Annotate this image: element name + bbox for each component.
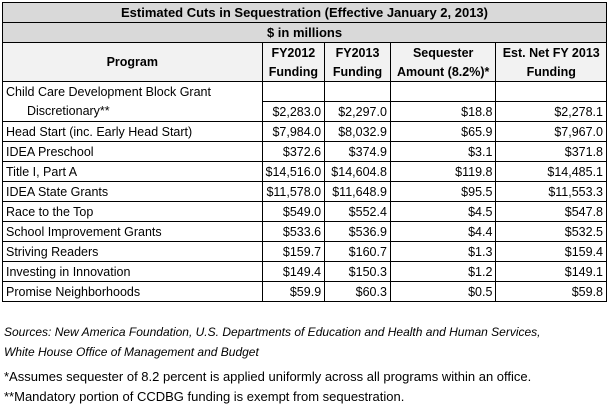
program-name: Investing in Innovation <box>2 261 263 282</box>
header-net-line2: Funding <box>495 62 607 82</box>
sequester-value: $65.9 <box>389 121 497 142</box>
fy2013-value: $11,648.9 <box>324 181 391 202</box>
sources-note: Sources: New America Foundation, U.S. De… <box>4 322 541 362</box>
fy2012-value: $149.4 <box>261 261 326 282</box>
sequester-value: $119.8 <box>389 161 497 182</box>
fy2012-value: $2,283.0 <box>261 101 326 122</box>
net-value: $7,967.0 <box>495 121 607 142</box>
table-subtitle: $ in millions <box>2 22 607 43</box>
sequester-value: $0.5 <box>389 281 497 302</box>
program-name: IDEA State Grants <box>2 181 263 202</box>
fy2012-value: $11,578.0 <box>261 181 326 202</box>
fy2012-value: $14,516.0 <box>261 161 326 182</box>
sequester-value: $95.5 <box>389 181 497 202</box>
fy2013-value: $374.9 <box>324 141 391 162</box>
table-row: Child Care Development Block Grant <box>2 81 607 102</box>
table-row: Striving Readers $159.7 $160.7 $1.3 $159… <box>2 241 607 262</box>
fy2013-value: $552.4 <box>324 201 391 222</box>
fy2012-value: $7,984.0 <box>261 121 326 142</box>
table-row: Discretionary** $2,283.0 $2,297.0 $18.8 … <box>2 101 607 122</box>
fy2012-value <box>261 81 326 102</box>
fy2012-value: $59.9 <box>261 281 326 302</box>
program-name: Promise Neighborhoods <box>2 281 263 302</box>
table-row: Promise Neighborhoods $59.9 $60.3 $0.5 $… <box>2 281 607 302</box>
sequester-value <box>389 81 497 102</box>
table-row: Investing in Innovation $149.4 $150.3 $1… <box>2 261 607 282</box>
net-value: $2,278.1 <box>495 101 607 122</box>
header-program: Program <box>2 42 263 82</box>
footnote-sequester: *Assumes sequester of 8.2 percent is app… <box>4 369 532 384</box>
sequester-value: $4.5 <box>389 201 497 222</box>
fy2012-value: $549.0 <box>261 201 326 222</box>
sequestration-table: Estimated Cuts in Sequestration (Effecti… <box>2 2 607 302</box>
header-fy2012-line2: Funding <box>261 62 326 82</box>
net-value: $371.8 <box>495 141 607 162</box>
sequester-value: $1.2 <box>389 261 497 282</box>
header-fy2013-line2: Funding <box>324 62 391 82</box>
table-row: Race to the Top $549.0 $552.4 $4.5 $547.… <box>2 201 607 222</box>
fy2013-value: $8,032.9 <box>324 121 391 142</box>
net-value: $11,553.3 <box>495 181 607 202</box>
sequester-value: $1.3 <box>389 241 497 262</box>
fy2013-value: $150.3 <box>324 261 391 282</box>
fy2013-value: $2,297.0 <box>324 101 391 122</box>
net-value: $14,485.1 <box>495 161 607 182</box>
header-sequester-line2: Amount (8.2%)* <box>389 62 497 82</box>
program-name: Child Care Development Block Grant <box>2 81 263 102</box>
fy2013-value: $14,604.8 <box>324 161 391 182</box>
sources-line-2: White House Office of Management and Bud… <box>4 345 259 359</box>
footnote-ccdbg: **Mandatory portion of CCDBG funding is … <box>4 389 405 404</box>
header-net-line1: Est. Net FY 2013 <box>495 42 607 62</box>
net-value: $159.4 <box>495 241 607 262</box>
table-row: IDEA Preschool $372.6 $374.9 $3.1 $371.8 <box>2 141 607 162</box>
net-value: $547.8 <box>495 201 607 222</box>
fy2012-value: $372.6 <box>261 141 326 162</box>
fy2013-value <box>324 81 391 102</box>
net-value: $532.5 <box>495 221 607 242</box>
sequester-value: $4.4 <box>389 221 497 242</box>
sources-line-1: Sources: New America Foundation, U.S. De… <box>4 325 541 339</box>
header-fy2013-line1: FY2013 <box>324 42 391 62</box>
program-name: IDEA Preschool <box>2 141 263 162</box>
net-value: $59.8 <box>495 281 607 302</box>
fy2013-value: $160.7 <box>324 241 391 262</box>
sequester-value: $18.8 <box>389 101 497 122</box>
program-name: Race to the Top <box>2 201 263 222</box>
table-row: Head Start (inc. Early Head Start) $7,98… <box>2 121 607 142</box>
fy2012-value: $159.7 <box>261 241 326 262</box>
fy2013-value: $60.3 <box>324 281 391 302</box>
table-row: School Improvement Grants $533.6 $536.9 … <box>2 221 607 242</box>
fy2013-value: $536.9 <box>324 221 391 242</box>
table-row: Title I, Part A $14,516.0 $14,604.8 $119… <box>2 161 607 182</box>
net-value <box>495 81 607 102</box>
program-name: School Improvement Grants <box>2 221 263 242</box>
net-value: $149.1 <box>495 261 607 282</box>
program-name: Head Start (inc. Early Head Start) <box>2 121 263 142</box>
program-name: Title I, Part A <box>2 161 263 182</box>
table-row: IDEA State Grants $11,578.0 $11,648.9 $9… <box>2 181 607 202</box>
header-fy2012-line1: FY2012 <box>261 42 326 62</box>
table-title: Estimated Cuts in Sequestration (Effecti… <box>2 2 607 23</box>
header-sequester-line1: Sequester <box>389 42 497 62</box>
fy2012-value: $533.6 <box>261 221 326 242</box>
sequester-value: $3.1 <box>389 141 497 162</box>
program-name: Discretionary** <box>2 101 263 122</box>
program-name: Striving Readers <box>2 241 263 262</box>
